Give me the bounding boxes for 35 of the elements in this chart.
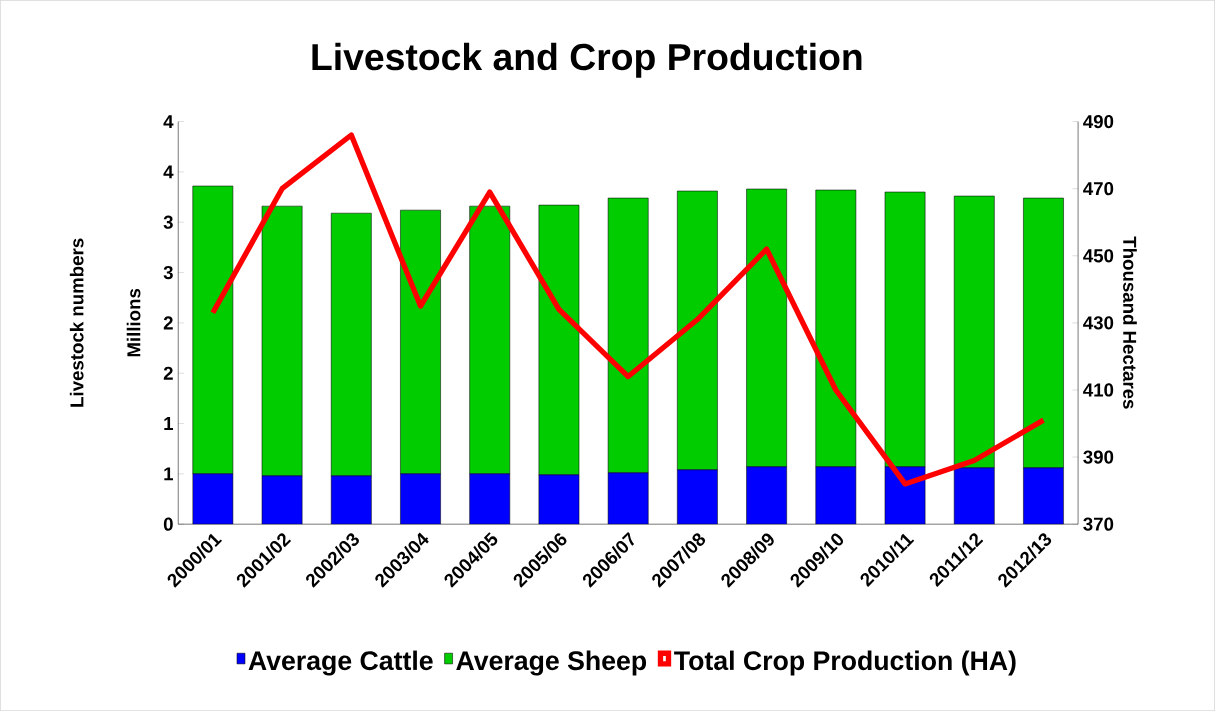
y2-tick-label: 470	[1083, 182, 1114, 196]
y2-tick-label: 490	[1083, 114, 1114, 129]
bar	[608, 472, 649, 525]
bar	[1023, 467, 1064, 525]
y2-tick-label: 410	[1083, 383, 1114, 397]
y2-tick-label: 390	[1083, 450, 1114, 464]
y-axis-title: Livestock numbers	[69, 238, 84, 407]
y2-tick-label: 430	[1083, 316, 1114, 330]
y-tick-label: 4	[163, 165, 174, 179]
y2-tick-label: 370	[1083, 517, 1114, 531]
legend-label: Total Crop Production (HA)	[674, 650, 1016, 676]
y-tick-label: 3	[163, 265, 173, 280]
bar	[746, 466, 787, 525]
bar	[261, 475, 303, 525]
y2-axis-title: Thousand Hectares	[1123, 236, 1137, 409]
y-tick-label: 4	[163, 115, 174, 128]
text: Millions	[126, 288, 141, 357]
bar	[677, 469, 718, 525]
y-tick-label: 2	[163, 366, 173, 380]
bar	[192, 473, 233, 525]
bar	[538, 474, 580, 525]
bar	[400, 473, 441, 525]
legend-label: Average Cattle	[248, 650, 433, 676]
y-tick-label: 3	[163, 215, 173, 229]
bar	[815, 466, 856, 525]
bar	[469, 473, 510, 525]
y2-tick-label: 450	[1083, 249, 1114, 263]
y-tick-label: 2	[163, 316, 173, 330]
y-tick-label: 1	[164, 467, 174, 481]
bar	[331, 475, 372, 525]
bar	[954, 467, 995, 525]
legend-label: Average Sheep	[456, 650, 647, 676]
y-tick-label: 0	[163, 517, 173, 531]
chart-title: Livestock and Crop Production	[312, 42, 862, 78]
y-tick-label: 1	[164, 417, 174, 430]
